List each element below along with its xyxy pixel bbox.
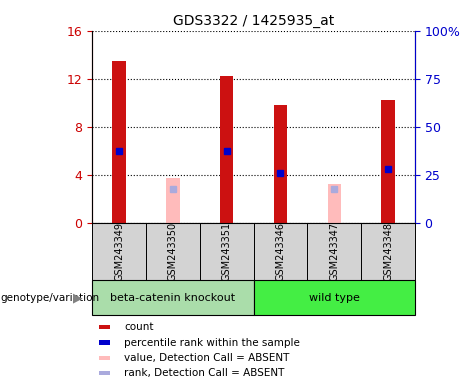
Bar [381, 100, 395, 223]
Text: percentile rank within the sample: percentile rank within the sample [124, 338, 301, 348]
Text: GSM243351: GSM243351 [222, 222, 232, 281]
Bar [99, 356, 110, 360]
Text: rank, Detection Call = ABSENT: rank, Detection Call = ABSENT [124, 368, 285, 378]
Bar [254, 223, 307, 280]
Bar [92, 280, 254, 315]
Bar [254, 280, 415, 315]
Bar [220, 76, 233, 223]
Text: genotype/variation: genotype/variation [0, 293, 99, 303]
Text: beta-catenin knockout: beta-catenin knockout [110, 293, 236, 303]
Title: GDS3322 / 1425935_at: GDS3322 / 1425935_at [173, 14, 334, 28]
Bar [361, 223, 415, 280]
Text: GSM243347: GSM243347 [329, 222, 339, 281]
Text: GSM243346: GSM243346 [275, 222, 285, 281]
Bar [307, 223, 361, 280]
Bar [112, 61, 126, 223]
Text: count: count [124, 322, 154, 332]
Text: GSM243348: GSM243348 [383, 222, 393, 281]
Bar [99, 371, 110, 375]
Text: ▶: ▶ [73, 291, 83, 304]
Bar [99, 325, 110, 329]
Bar [166, 178, 180, 223]
Text: GSM243349: GSM243349 [114, 222, 124, 281]
Bar [92, 223, 146, 280]
Text: wild type: wild type [309, 293, 360, 303]
Text: GSM243350: GSM243350 [168, 222, 178, 281]
Bar [274, 105, 287, 223]
Bar [327, 184, 341, 223]
Text: value, Detection Call = ABSENT: value, Detection Call = ABSENT [124, 353, 290, 363]
Bar [146, 223, 200, 280]
Bar [99, 341, 110, 344]
Bar [200, 223, 254, 280]
